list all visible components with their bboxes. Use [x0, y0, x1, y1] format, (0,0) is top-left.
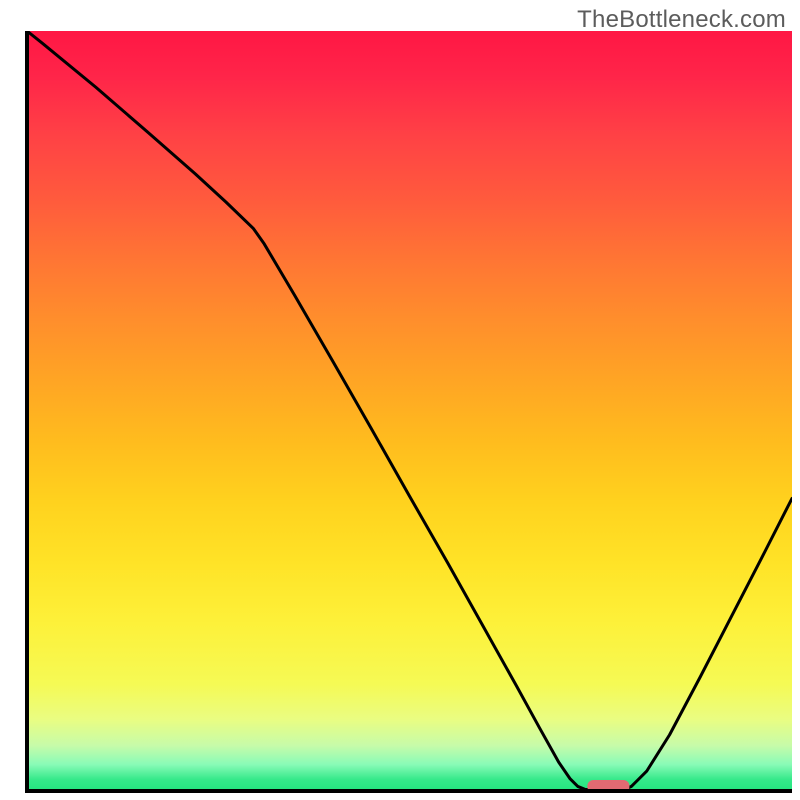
bottleneck-chart	[0, 0, 800, 800]
watermark: TheBottleneck.com	[577, 6, 786, 34]
chart-svg	[0, 0, 800, 800]
chart-background	[27, 31, 792, 791]
